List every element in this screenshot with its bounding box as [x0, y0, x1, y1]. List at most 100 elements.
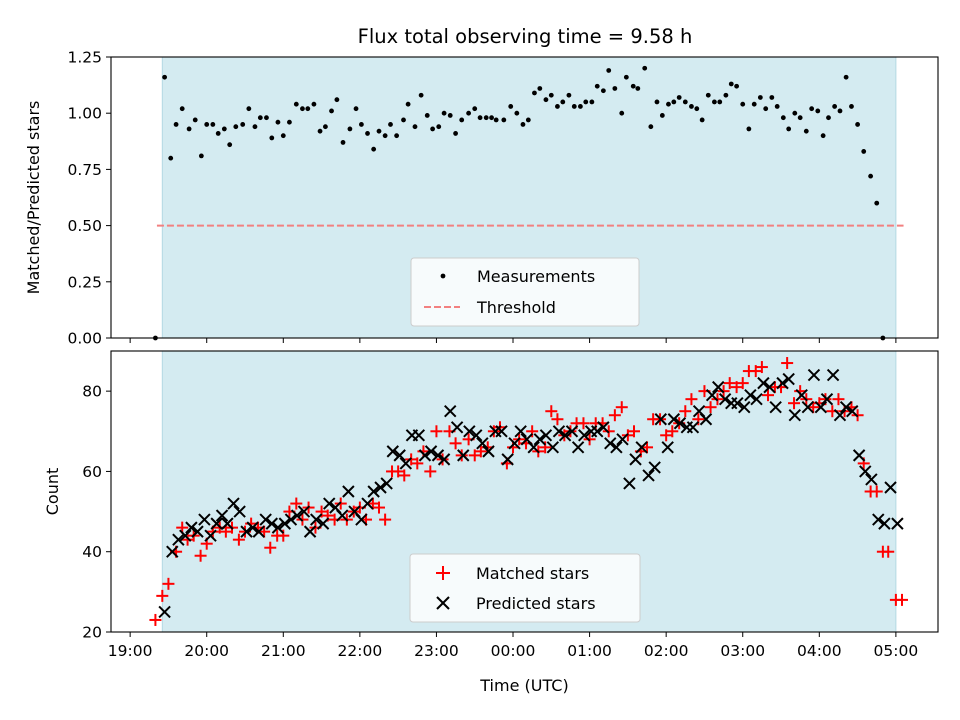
measurement-point	[861, 149, 867, 154]
predicted-star-point	[705, 388, 719, 402]
measurement-point	[168, 155, 174, 161]
matched-star-point	[660, 429, 673, 442]
measurement-point	[430, 126, 436, 132]
predicted-star-point	[476, 437, 489, 450]
predicted-star-point	[597, 421, 610, 434]
predicted-star-point	[501, 453, 514, 466]
measurement-point	[525, 117, 531, 123]
predicted-star-point	[278, 517, 292, 530]
ratio-y-tick-label: 0.25	[67, 273, 102, 291]
matched-star-point	[449, 437, 462, 450]
predicted-star-point	[699, 413, 713, 426]
predicted-star-point	[731, 396, 744, 410]
measurement-point	[329, 108, 334, 114]
ratio-points	[153, 65, 886, 341]
x-tick-label: 01:00	[567, 642, 612, 660]
ratio-legend: Measurements Threshold	[410, 257, 640, 327]
count-y-tick-label: 80	[82, 383, 102, 401]
measurement-point	[717, 99, 723, 105]
matched-star-point	[392, 465, 405, 478]
measurement-point	[571, 104, 577, 109]
predicted-star-point	[221, 517, 234, 530]
predicted-star-point	[185, 521, 198, 534]
measurement-point	[786, 126, 792, 132]
legend-threshold-label: Threshold	[476, 298, 556, 317]
legend-predicted-label: Predicted stars	[476, 594, 596, 613]
predicted-star-point	[654, 413, 668, 426]
predicted-star-point	[635, 441, 648, 454]
measurement-point	[635, 86, 641, 91]
measurement-point	[305, 106, 311, 112]
predicted-star-point	[814, 400, 828, 414]
measurement-point	[347, 126, 353, 132]
measurement-point	[483, 115, 489, 121]
matched-star-point	[775, 381, 788, 394]
measurement-point	[221, 126, 227, 132]
measurement-point	[792, 110, 798, 116]
measurement-point	[699, 117, 705, 123]
predicted-star-point	[367, 485, 380, 498]
measurement-point	[560, 99, 566, 105]
matched-star-point	[755, 361, 768, 374]
predicted-star-point	[712, 380, 725, 394]
predicted-star-point	[539, 429, 553, 442]
measurement-point	[401, 117, 406, 123]
matched-star-point	[685, 393, 698, 406]
predicted-star-point	[470, 429, 483, 442]
measurement-point	[832, 104, 838, 109]
predicted-star-point	[158, 605, 171, 619]
x-tick-label: 21:00	[261, 642, 306, 660]
measurement-point	[537, 86, 543, 91]
predicted-star-point	[310, 513, 323, 526]
count-y-tick-label: 20	[82, 624, 102, 642]
matched-star-point	[896, 593, 909, 606]
matched-star-point	[666, 425, 679, 438]
measurement-point	[311, 101, 317, 107]
measurement-point	[583, 99, 589, 105]
measurement-point	[815, 108, 821, 114]
predicted-star-point	[661, 441, 674, 454]
measurement-point	[780, 115, 786, 121]
predicted-star-point	[412, 429, 426, 442]
measurement-point	[803, 128, 809, 134]
measurement-point	[623, 74, 629, 80]
predicted-star-point	[776, 376, 789, 390]
measurement-point	[797, 115, 803, 121]
predicted-star-point	[246, 521, 259, 534]
matched-star-point	[149, 613, 162, 626]
measurement-point	[589, 99, 595, 105]
predicted-star-point	[839, 400, 853, 414]
measurement-point	[198, 153, 204, 159]
matched-star-point	[615, 401, 628, 414]
measurement-point	[210, 122, 216, 127]
x-tick-label: 20:00	[184, 642, 229, 660]
predicted-star-point	[629, 453, 642, 466]
predicted-star-point	[271, 521, 285, 534]
matched-star-point	[156, 589, 169, 602]
matched-star-point	[219, 525, 232, 538]
predicted-star-point	[457, 449, 470, 462]
predicted-star-point	[552, 425, 566, 438]
predicted-star-point	[744, 388, 757, 402]
x-axis-label: Time (UTC)	[479, 676, 568, 695]
matched-star-point	[417, 445, 430, 458]
measurement-point	[173, 122, 179, 127]
measurement-point	[358, 122, 364, 127]
measurement-point	[837, 108, 843, 114]
predicted-star-point	[361, 497, 374, 510]
x-tick-label: 23:00	[414, 642, 459, 660]
predicted-star-point	[172, 533, 185, 546]
measurement-point	[508, 104, 514, 109]
count-y-tick-label: 40	[82, 543, 102, 561]
predicted-star-point	[227, 497, 240, 510]
measurement-point	[459, 117, 465, 123]
predicted-star-point	[673, 417, 687, 430]
matched-star-point	[373, 501, 386, 514]
ratio-plot-frame	[110, 56, 939, 339]
predicted-star-point	[757, 376, 770, 390]
predicted-star-point	[166, 545, 179, 558]
ratio-panel: 0.00 0.25 0.50 0.75 1.00 1.25 Matched/Predict…	[24, 49, 939, 348]
legend-matched-marker	[436, 566, 450, 580]
measurement-point	[630, 83, 636, 89]
predicted-star-point	[738, 400, 751, 414]
